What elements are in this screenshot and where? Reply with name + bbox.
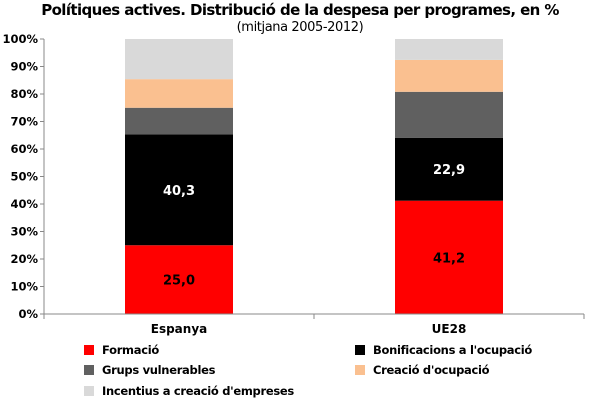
bar-segment (395, 200, 503, 314)
bar-segment (125, 134, 233, 246)
legend-swatch (84, 365, 94, 375)
legend-item-grups-vulnerables: Grups vulnerables (84, 362, 215, 378)
y-tick-label: 0% (18, 307, 38, 321)
data-label: 41,2 (433, 251, 465, 266)
y-tick-label: 30% (10, 225, 38, 239)
legend-item-formacio: Formació (84, 342, 159, 358)
chart-subtitle: (mitjana 2005-2012) (236, 20, 364, 35)
y-tick-label: 20% (10, 252, 38, 266)
y-tick-label: 90% (10, 60, 38, 74)
legend-swatch (355, 345, 365, 355)
y-tick-label: 50% (10, 170, 38, 184)
data-label: 25,0 (163, 274, 195, 289)
bar-segment (125, 79, 233, 108)
bar-segment (395, 59, 503, 92)
legend-label: Formació (102, 343, 159, 357)
legend-label: Creació d'ocupació (373, 363, 490, 377)
legend-label: Incentius a creació d'empreses (102, 384, 294, 398)
y-tick-label: 40% (10, 197, 38, 211)
y-tick-label: 10% (10, 280, 38, 294)
legend-label: Grups vulnerables (102, 363, 216, 377)
chart-legend: Formació Bonificacions a l'ocupació Grup… (0, 340, 600, 409)
legend-swatch (84, 345, 94, 355)
bar-segment (395, 91, 503, 138)
y-tick-label: 100% (2, 32, 38, 46)
legend-swatch (355, 365, 365, 375)
stacked-bar-chart: 25,0 40,3 Espanya 41,2 22,9 UE28 0% 10% 20% 30% 40… (2, 32, 585, 336)
legend-item-bonificacions: Bonificacions a l'ocupació (355, 342, 532, 358)
legend-label: Bonificacions a l'ocupació (373, 343, 532, 357)
data-label: 40,3 (163, 184, 195, 199)
bar-segment (395, 137, 503, 201)
bar-segment (125, 107, 233, 135)
y-tick-label: 60% (10, 142, 38, 156)
legend-item-creacio-ocupacio: Creació d'ocupació (355, 362, 490, 378)
legend-item-incentius: Incentius a creació d'empreses (84, 383, 294, 399)
y-tick-label: 80% (10, 87, 38, 101)
category-label: UE28 (432, 322, 467, 336)
bar-segment (395, 39, 503, 60)
bar-segment (125, 245, 233, 314)
chart-title: Polítiques actives. Distribució de la de… (41, 1, 559, 19)
bar-segment (125, 39, 233, 80)
data-label: 22,9 (433, 163, 465, 178)
y-tick-label: 70% (10, 115, 38, 129)
category-label: Espanya (151, 322, 208, 336)
legend-swatch (84, 386, 94, 396)
